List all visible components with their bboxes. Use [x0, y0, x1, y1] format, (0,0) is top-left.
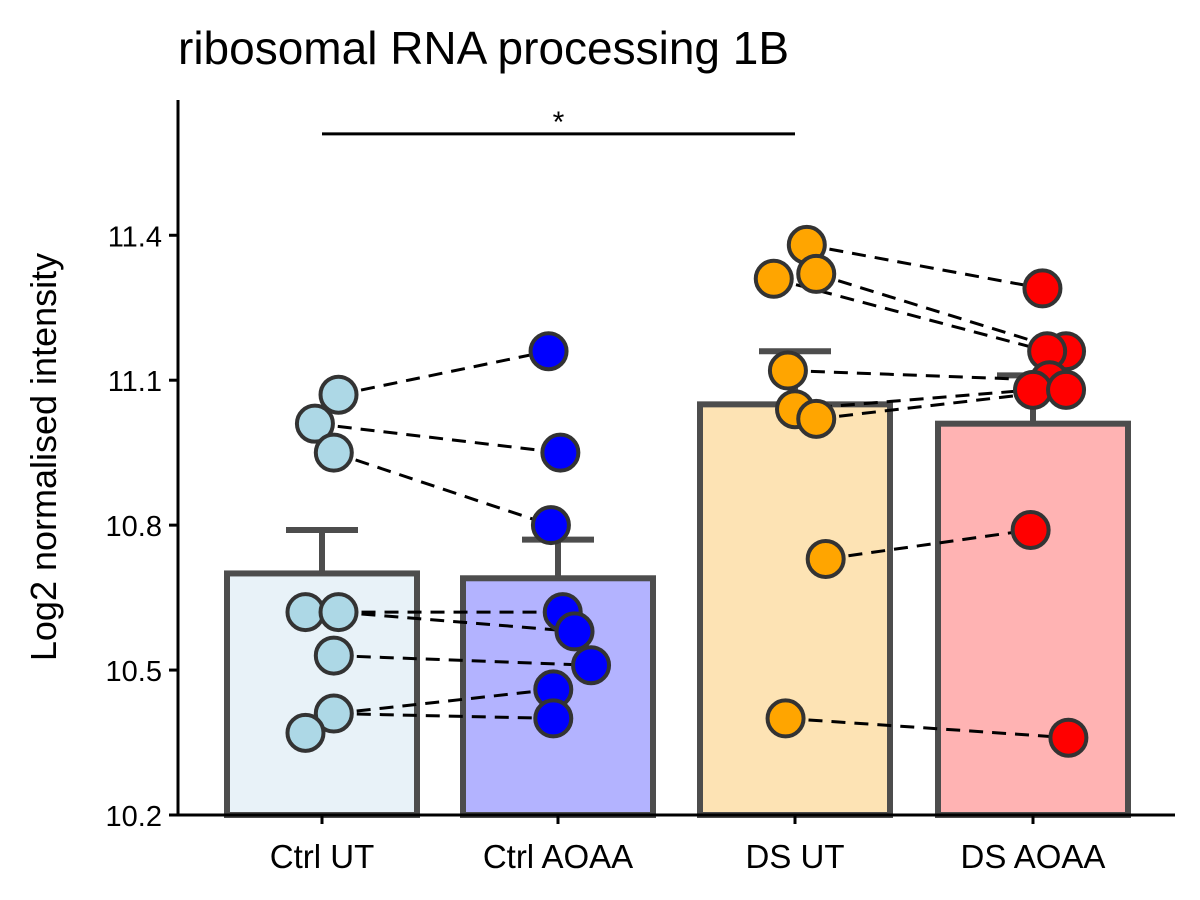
- chart-title: ribosomal RNA processing 1B: [178, 22, 789, 74]
- paired-line-14: [825, 528, 1031, 561]
- point-3-7: [1048, 717, 1089, 758]
- point-0-3: [285, 592, 326, 633]
- x-tick-label-0: Ctrl UT: [270, 838, 374, 875]
- paired-line-2: [333, 451, 552, 527]
- bar-3: [935, 420, 1131, 818]
- point-3-4: [1013, 369, 1053, 410]
- point-1-7: [533, 698, 574, 739]
- point-2-1: [796, 253, 837, 294]
- point-1-2: [530, 505, 571, 546]
- point-2-7: [765, 698, 806, 739]
- point-2-6: [805, 538, 846, 579]
- point-3-6: [1010, 509, 1051, 550]
- point-0-1: [294, 403, 335, 444]
- point-1-1: [540, 432, 581, 473]
- point-1-0: [528, 331, 569, 372]
- point-1-4: [554, 611, 595, 652]
- point-3-5: [1046, 369, 1087, 410]
- point-0-2: [313, 432, 354, 473]
- paired-line-8: [806, 243, 1043, 290]
- paired-line-6: [333, 687, 554, 716]
- significance-layer: *: [322, 106, 795, 139]
- paired-line-0: [314, 422, 561, 455]
- point-0-7: [285, 712, 326, 753]
- point-3-0: [1022, 268, 1063, 309]
- error-bar-0: [286, 526, 358, 574]
- point-0-6: [313, 693, 354, 734]
- paired-line-3: [338, 610, 575, 633]
- bar-2: [697, 401, 893, 818]
- point-0-4: [318, 592, 359, 633]
- paired-line-15: [785, 716, 1069, 740]
- point-2-5: [796, 398, 837, 439]
- paired-line-9: [815, 272, 1067, 353]
- paired-line-11: [787, 369, 1050, 382]
- bars-layer: [224, 401, 1131, 819]
- y-tick-label-1: 10.5: [106, 656, 162, 688]
- point-2-2: [753, 258, 794, 299]
- point-0-0: [318, 374, 359, 415]
- x-tick-label-1: Ctrl AOAA: [483, 838, 633, 875]
- y-tick-label-0: 10.2: [106, 801, 162, 833]
- points-layer: [285, 224, 1089, 758]
- significance-label: *: [553, 106, 565, 139]
- axes-layer: 10.2 10.5 10.8 11.1 11.4 Ctrl UT Ctrl AOAA DS U…: [106, 100, 1175, 875]
- x-tick-label-2: DS UT: [746, 838, 845, 875]
- x-tick-label-3: DS AOAA: [961, 838, 1106, 875]
- point-1-5: [571, 645, 612, 686]
- y-tick-label-4: 11.4: [108, 221, 162, 253]
- y-axis-label: Log2 normalised intensity: [23, 253, 64, 661]
- paired-line-12: [794, 388, 1034, 411]
- paired-line-5: [333, 654, 592, 667]
- paired-line-1: [338, 349, 549, 397]
- point-2-3: [767, 350, 808, 391]
- y-tick-label-2: 10.8: [106, 511, 162, 543]
- y-tick-label-3: 11.1: [108, 366, 162, 398]
- paired-line-7: [333, 712, 554, 720]
- point-0-5: [313, 635, 354, 676]
- error-bar-1: [522, 536, 594, 579]
